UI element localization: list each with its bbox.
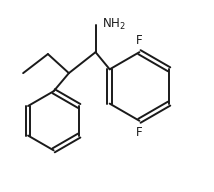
Text: F: F — [136, 126, 143, 139]
Text: F: F — [136, 34, 143, 47]
Text: NH$_2$: NH$_2$ — [102, 17, 126, 32]
